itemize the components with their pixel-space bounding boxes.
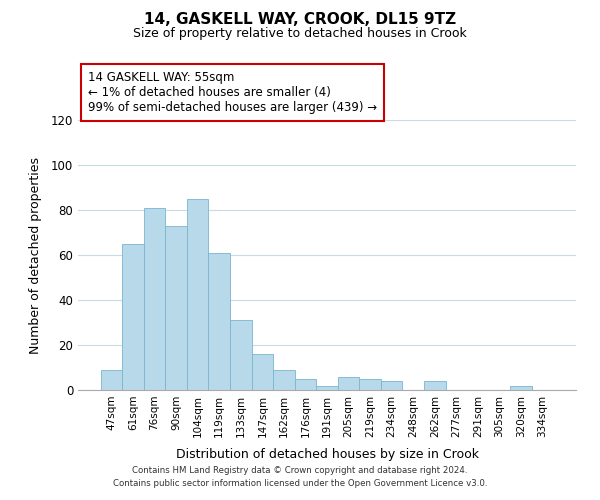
Bar — [208, 253, 230, 390]
Bar — [166, 226, 187, 390]
Text: Size of property relative to detached houses in Crook: Size of property relative to detached ho… — [133, 28, 467, 40]
Bar — [187, 198, 208, 390]
Bar — [101, 370, 122, 390]
Text: 14 GASKELL WAY: 55sqm
← 1% of detached houses are smaller (4)
99% of semi-detach: 14 GASKELL WAY: 55sqm ← 1% of detached h… — [88, 72, 377, 114]
Bar — [381, 381, 403, 390]
Bar — [144, 208, 166, 390]
Bar — [316, 386, 338, 390]
Bar — [251, 354, 273, 390]
Bar — [273, 370, 295, 390]
Bar — [510, 386, 532, 390]
Text: 14, GASKELL WAY, CROOK, DL15 9TZ: 14, GASKELL WAY, CROOK, DL15 9TZ — [144, 12, 456, 28]
Text: Contains HM Land Registry data © Crown copyright and database right 2024.
Contai: Contains HM Land Registry data © Crown c… — [113, 466, 487, 487]
X-axis label: Distribution of detached houses by size in Crook: Distribution of detached houses by size … — [176, 448, 479, 461]
Bar — [122, 244, 144, 390]
Bar — [295, 379, 316, 390]
Bar — [230, 320, 251, 390]
Bar — [338, 376, 359, 390]
Bar — [424, 381, 446, 390]
Y-axis label: Number of detached properties: Number of detached properties — [29, 156, 43, 354]
Bar — [359, 379, 381, 390]
